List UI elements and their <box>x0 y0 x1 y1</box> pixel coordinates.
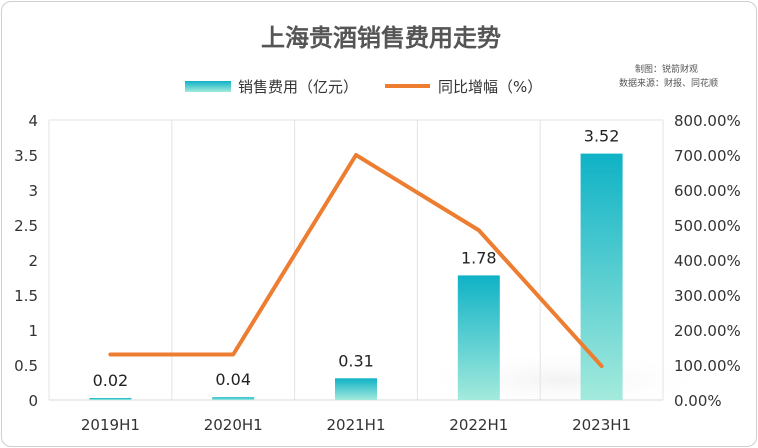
bar <box>212 397 255 400</box>
right-tick-label: 400.00% <box>674 252 741 270</box>
line-point <box>601 365 603 367</box>
line-point <box>109 354 111 355</box>
chart-title: 上海贵酒销售费用走势 <box>261 24 501 52</box>
category-label: 2019H1 <box>81 416 140 434</box>
right-tick-label: 700.00% <box>674 147 741 165</box>
legend-line-label: 同比增幅（%） <box>438 78 542 96</box>
line-point <box>478 229 480 231</box>
left-tick-label: 2.5 <box>14 217 38 235</box>
line-point <box>355 154 357 156</box>
left-tick-label: 3 <box>28 182 38 200</box>
left-tick-label: 4 <box>28 112 38 130</box>
bar-value-label: 0.02 <box>93 371 129 390</box>
bar <box>335 378 377 400</box>
bar-value-label: 0.31 <box>338 351 374 370</box>
bar <box>580 153 623 400</box>
right-tick-label: 600.00% <box>674 182 741 200</box>
line-point <box>232 354 234 355</box>
right-tick-label: 100.00% <box>674 357 741 375</box>
bar-value-label: 0.04 <box>215 370 251 389</box>
bar-value-label: 3.52 <box>584 127 620 146</box>
category-label: 2021H1 <box>327 416 386 434</box>
right-tick-label: 200.00% <box>674 322 741 340</box>
left-tick-label: 1.5 <box>14 287 38 305</box>
category-label: 2020H1 <box>204 416 263 434</box>
bar-series <box>89 153 623 400</box>
left-tick-label: 2 <box>28 252 38 270</box>
bar-value-label: 1.78 <box>461 248 497 267</box>
legend-bar-swatch <box>185 81 231 92</box>
right-tick-label: 800.00% <box>674 112 741 130</box>
left-tick-label: 0 <box>28 392 38 410</box>
data-labels: 0.02 0.04 0.31 1.78 3.52 <box>93 127 620 390</box>
right-tick-label: 300.00% <box>674 287 741 305</box>
right-tick-label: 0.00% <box>674 392 722 410</box>
left-tick-label: 1 <box>28 322 38 340</box>
category-label: 2023H1 <box>572 416 631 434</box>
bar <box>457 275 500 400</box>
chart-credit: 制图：锐箭财观 <box>635 63 698 75</box>
right-tick-label: 500.00% <box>674 217 741 235</box>
line-series <box>108 153 604 369</box>
left-tick-label: 0.5 <box>14 357 38 375</box>
x-axis: 2019H1 2020H1 2021H1 2022H1 2023H1 <box>81 416 631 434</box>
category-label: 2022H1 <box>449 416 508 434</box>
legend: 销售费用（亿元） 同比增幅（%） <box>185 78 542 96</box>
growth-line <box>108 153 604 369</box>
chart-source: 数据来源：财报、同花顺 <box>619 77 718 89</box>
background-glow <box>412 350 712 410</box>
left-axis: 0 0.5 1 1.5 2 2.5 3 3.5 4 <box>14 112 38 410</box>
legend-bar-label: 销售费用（亿元） <box>238 78 358 96</box>
bar <box>89 398 132 400</box>
left-tick-label: 3.5 <box>14 147 38 165</box>
right-axis: 0.00% 100.00% 200.00% 300.00% 400.00% 500.00%… <box>674 112 741 410</box>
